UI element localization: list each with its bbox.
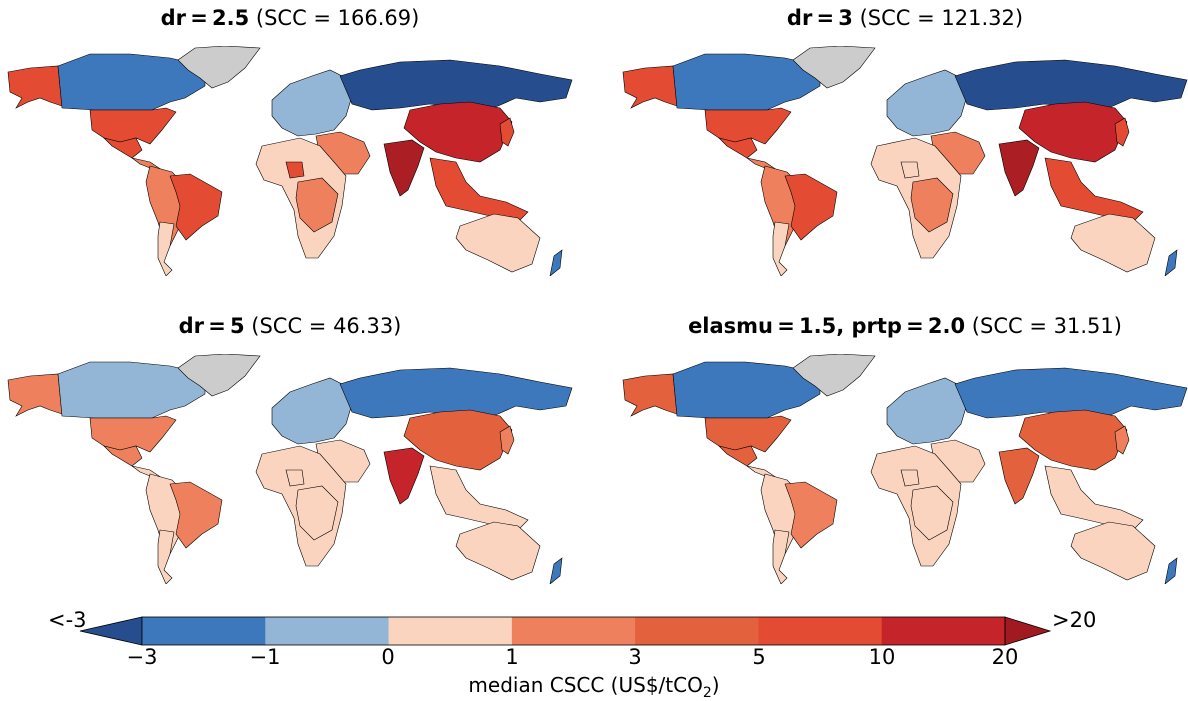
region-alaska: [7, 65, 63, 109]
region-seasia: [429, 465, 529, 531]
colorbar-bin: [142, 617, 266, 645]
region-china: [403, 101, 513, 163]
region-centralafr: [910, 177, 954, 233]
region-seasia: [1044, 465, 1144, 531]
colorbar-tick-label: 0: [381, 645, 395, 669]
region-centralafr: [295, 485, 339, 541]
world-map: [7, 354, 573, 584]
region-japan: [1114, 425, 1130, 455]
region-japan: [1114, 117, 1130, 147]
colorbar-bin: [265, 617, 390, 645]
region-seasia: [1044, 157, 1144, 223]
colorbar-under-label: <-3: [48, 608, 87, 632]
colorbar-tick-label: −3: [126, 645, 158, 669]
world-map: [622, 354, 1188, 584]
colorbar-tick-label: 20: [991, 645, 1019, 669]
region-japan: [499, 117, 515, 147]
region-china: [1018, 101, 1128, 163]
region-brazil: [169, 481, 223, 549]
region-japan: [499, 425, 515, 455]
panel-title: dr = 2.5 (SCC = 166.69): [160, 6, 420, 30]
colorbar-tick-label: 3: [628, 645, 642, 669]
region-australia: [1070, 213, 1156, 273]
colorbar-tick-label: 1: [505, 645, 519, 669]
region-alaska: [622, 65, 678, 109]
region-russia: [954, 59, 1188, 113]
region-cone: [157, 221, 175, 276]
panel-title: dr = 3 (SCC = 121.32): [786, 6, 1024, 30]
region-nigeria: [285, 469, 305, 487]
map-panel-1: dr = 2.5 (SCC = 166.69): [0, 0, 594, 300]
region-greenland: [792, 46, 876, 89]
region-usa: [89, 415, 177, 453]
region-usa: [704, 415, 792, 453]
region-russia: [339, 367, 573, 421]
region-greenland: [177, 354, 261, 397]
region-china: [1018, 409, 1128, 471]
colorbar-bin: [635, 617, 759, 645]
region-usa: [704, 107, 792, 145]
world-map: [622, 46, 1188, 276]
map-panel-2: dr = 3 (SCC = 121.32): [615, 0, 1188, 300]
colorbar-bin: [758, 617, 883, 645]
region-centralafr: [295, 177, 339, 233]
region-china: [403, 409, 513, 471]
colorbar-over-triangle: [1004, 616, 1052, 646]
region-cone: [157, 529, 175, 584]
colorbar-bin: [511, 617, 636, 645]
region-greenland: [177, 46, 261, 89]
region-india: [383, 139, 425, 197]
region-europe: [886, 69, 968, 137]
region-india: [383, 447, 425, 505]
colorbar-bin: [881, 617, 1006, 645]
region-brazil: [784, 173, 838, 241]
region-australia: [455, 521, 541, 581]
region-greenland: [792, 354, 876, 397]
map-panel-4: elasmu = 1.5, prtp = 2.0 (SCC = 31.51): [615, 308, 1188, 608]
colorbar-tick-label: −1: [249, 645, 281, 669]
region-nigeria: [285, 161, 305, 179]
region-nz: [1164, 249, 1178, 276]
colorbar-over-label: >20: [1052, 608, 1097, 632]
map-panel-3: dr = 5 (SCC = 46.33): [0, 308, 594, 608]
region-australia: [455, 213, 541, 273]
region-cone: [772, 221, 790, 276]
colorbar-title: median CSCC (US$/tCO2): [468, 673, 720, 701]
region-russia: [954, 367, 1188, 421]
region-nigeria: [900, 161, 920, 179]
colorbar-bin: [388, 617, 513, 645]
region-europe: [271, 377, 353, 445]
region-europe: [886, 377, 968, 445]
region-india: [998, 139, 1040, 197]
region-nz: [1164, 557, 1178, 584]
region-europe: [271, 69, 353, 137]
panel-title: elasmu = 1.5, prtp = 2.0 (SCC = 31.51): [688, 314, 1122, 338]
region-centralafr: [910, 485, 954, 541]
region-alaska: [622, 373, 678, 417]
colorbar-tick-label: 5: [752, 645, 766, 669]
region-brazil: [784, 481, 838, 549]
region-mexico: [718, 445, 758, 467]
region-mexico: [103, 137, 143, 159]
region-seasia: [429, 157, 529, 223]
region-nz: [549, 557, 563, 584]
panel-title: dr = 5 (SCC = 46.33): [178, 314, 402, 338]
region-mexico: [103, 445, 143, 467]
region-india: [998, 447, 1040, 505]
region-usa: [89, 107, 177, 145]
region-brazil: [169, 173, 223, 241]
region-nigeria: [900, 469, 920, 487]
colorbar-under-triangle: [79, 616, 143, 646]
region-nz: [549, 249, 563, 276]
region-alaska: [7, 373, 63, 417]
region-australia: [1070, 521, 1156, 581]
region-mexico: [718, 137, 758, 159]
region-russia: [339, 59, 573, 113]
colorbar-tick-label: 10: [868, 645, 896, 669]
region-cone: [772, 529, 790, 584]
colorbar: [79, 616, 1052, 646]
world-map: [7, 46, 573, 276]
